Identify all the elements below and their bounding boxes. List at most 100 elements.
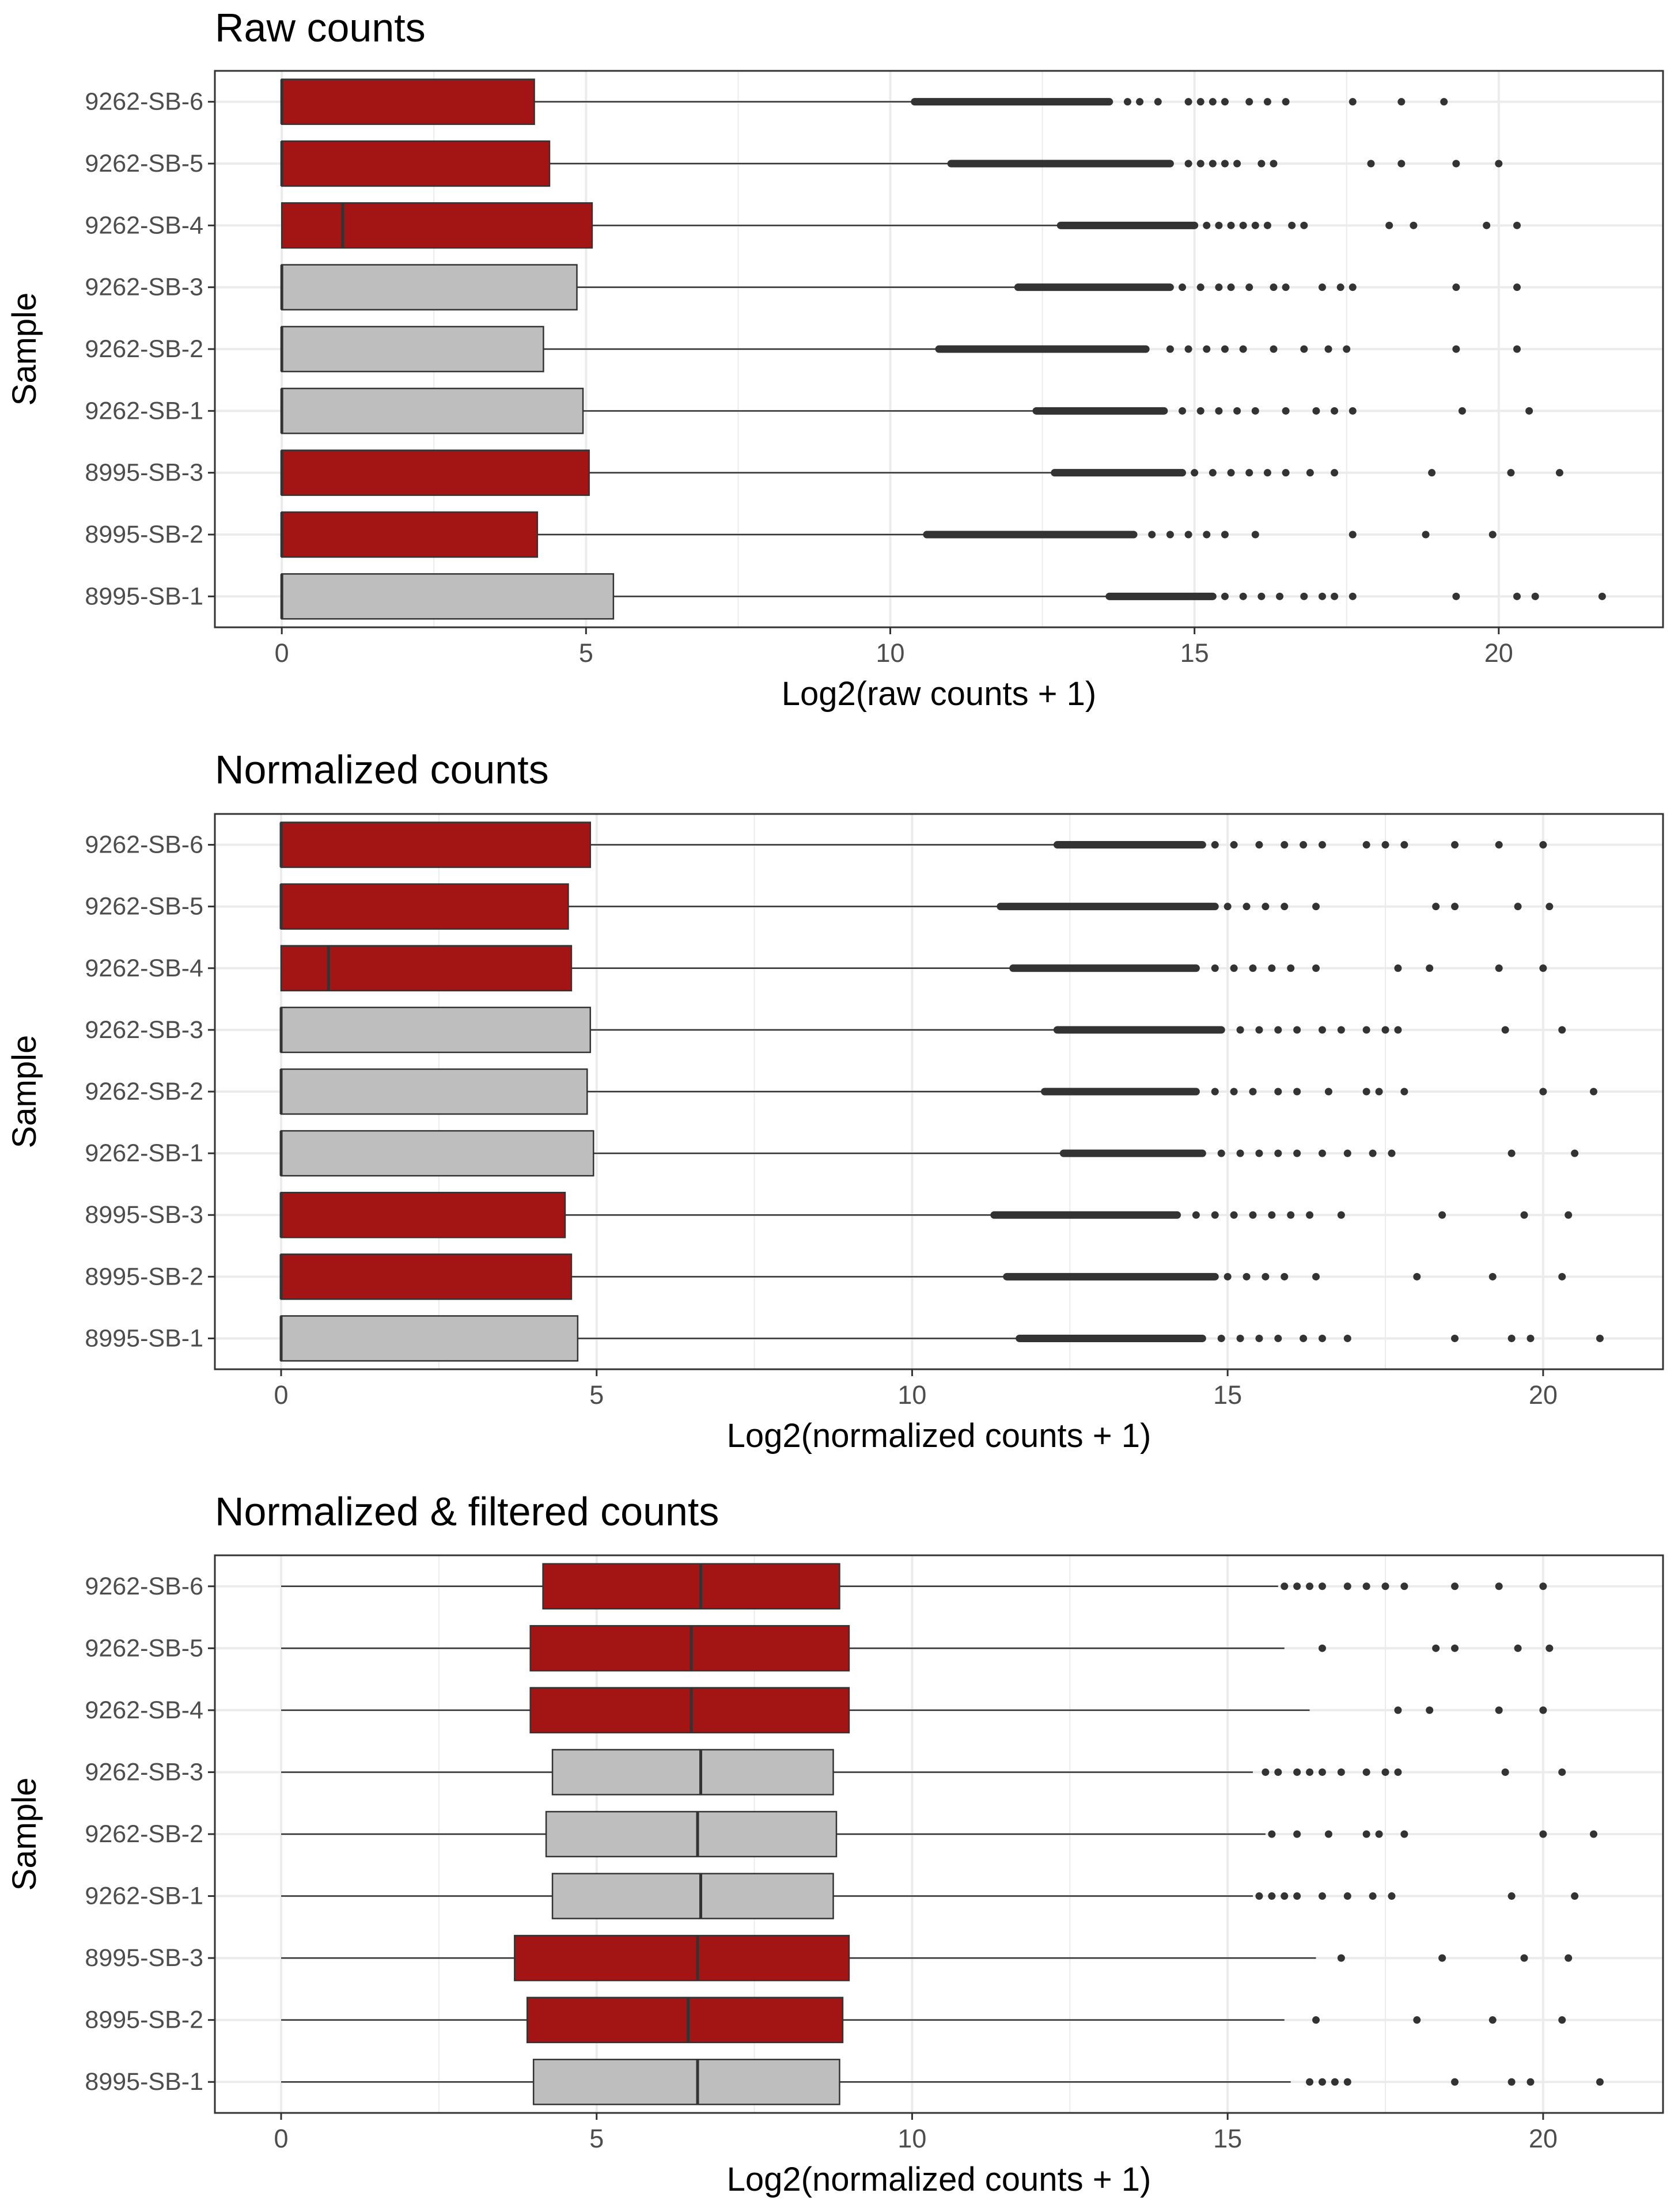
x-tick-label: 0 (274, 1380, 289, 1410)
outlier-point (1166, 345, 1174, 353)
outlier-point (1257, 592, 1266, 600)
outlier-point (1451, 1644, 1459, 1652)
outlier-point (1501, 1026, 1509, 1034)
outlier-point (1312, 1272, 1320, 1281)
outlier-point (1274, 1768, 1282, 1776)
box-rect (280, 1006, 592, 1054)
outlier-point (1488, 531, 1497, 539)
y-tick-label: 9262-SB-4 (85, 211, 203, 239)
outlier-point (1249, 1088, 1257, 1096)
outlier-point (1306, 1768, 1314, 1776)
outlier-point (1513, 345, 1521, 353)
outlier-point (1221, 592, 1229, 600)
outlier-point (1215, 221, 1223, 229)
outlier-point (1331, 2078, 1339, 2086)
outlier-point (1257, 160, 1266, 168)
outlier-point (1215, 283, 1223, 291)
box-9262-SB-6 (279, 821, 1547, 868)
x-tick-label: 0 (275, 638, 289, 668)
outlier-point (1362, 1088, 1370, 1096)
outlier-point (1507, 1149, 1516, 1157)
outlier-point (1565, 1954, 1573, 1962)
x-tick-label: 20 (1529, 2124, 1558, 2153)
box-9262-SB-1 (279, 1130, 1579, 1177)
outlier-point (1306, 1211, 1314, 1219)
outlier-point (1293, 1026, 1301, 1034)
y-tick-label: 8995-SB-2 (85, 2006, 203, 2034)
outlier-point (1452, 283, 1460, 291)
outlier-point (1282, 407, 1290, 415)
outlier-point (1196, 98, 1204, 106)
x-tick-label: 5 (589, 2124, 604, 2153)
outlier-point (1381, 1026, 1389, 1034)
outlier-point (1221, 345, 1229, 353)
outlier-point (1331, 407, 1339, 415)
y-tick-label: 9262-SB-1 (85, 1883, 203, 1910)
x-tick-label: 10 (897, 1380, 926, 1410)
outlier-point (1413, 2016, 1421, 2024)
outlier-point (1230, 1211, 1238, 1219)
outlier-point (1324, 1088, 1332, 1096)
outlier-point (1375, 1830, 1383, 1838)
outlier-point (1539, 1088, 1547, 1096)
box-rect (529, 1625, 850, 1672)
y-tick-label: 9262-SB-3 (85, 274, 203, 301)
box-9262-SB-6 (281, 1563, 1547, 1610)
outlier-point (1337, 1768, 1345, 1776)
outlier-point (1251, 221, 1259, 229)
outlier-point (1245, 469, 1253, 477)
outlier-point (1558, 1026, 1566, 1034)
outlier-point (1495, 1706, 1503, 1714)
outlier-point (1262, 1272, 1270, 1281)
outlier-point (1281, 903, 1289, 911)
outlier-point (1343, 1149, 1351, 1157)
y-tick-label: 9262-SB-2 (85, 335, 203, 363)
outlier-point (1293, 1582, 1301, 1590)
outlier-point (1422, 531, 1430, 539)
outlier-point (1306, 469, 1314, 477)
outlier-point (1318, 1644, 1326, 1652)
outlier-point (1211, 1088, 1219, 1096)
outlier-point (1400, 1088, 1408, 1096)
outlier-point (1514, 1644, 1522, 1652)
outlier-point (1318, 1768, 1326, 1776)
y-tick-label: 8995-SB-2 (85, 1263, 203, 1290)
outlier-point (1230, 1088, 1238, 1096)
outlier-point (1451, 1334, 1459, 1342)
outlier-point (1217, 1334, 1225, 1342)
panel-3: Normalized & filtered counts 9262-SB-6 926… (6, 1489, 1664, 2198)
outlier-point (1369, 1149, 1377, 1157)
outlier-point (1239, 221, 1247, 229)
x-tick-label: 15 (1213, 2124, 1242, 2153)
outlier-point (1400, 841, 1408, 849)
outlier-point (1331, 469, 1339, 477)
outlier-point (1362, 1026, 1370, 1034)
outlier-point (1211, 964, 1219, 972)
box-rect (280, 1068, 588, 1115)
outlier-point (1381, 1768, 1389, 1776)
y-tick-label: 9262-SB-4 (85, 1696, 203, 1724)
outlier-point (1263, 98, 1271, 106)
outlier-point (1507, 1334, 1516, 1342)
outlier-point (1539, 841, 1547, 849)
box-9262-SB-4 (281, 1687, 1547, 1734)
outlier-point (1249, 1211, 1257, 1219)
outlier-point (1488, 1272, 1497, 1281)
outlier-point (1318, 2078, 1326, 2086)
outlier-point (1495, 160, 1503, 168)
outlier-point (1507, 2078, 1516, 2086)
outlier-point (1217, 1149, 1225, 1157)
box-9262-SB-1 (280, 388, 1533, 434)
box-rect (280, 821, 592, 868)
outlier-point (1179, 407, 1187, 415)
box-9262-SB-3 (281, 1749, 1566, 1796)
outlier-point (1221, 531, 1229, 539)
y-tick-label: 8995-SB-2 (85, 521, 203, 548)
outlier-point (1513, 592, 1521, 600)
box-9262-SB-1 (281, 1873, 1579, 1919)
outlier-point (1312, 2016, 1320, 2024)
outlier-point (1255, 1149, 1263, 1157)
outlier-point (1274, 1334, 1282, 1342)
box-rect (281, 573, 615, 620)
outlier-point (1410, 221, 1418, 229)
